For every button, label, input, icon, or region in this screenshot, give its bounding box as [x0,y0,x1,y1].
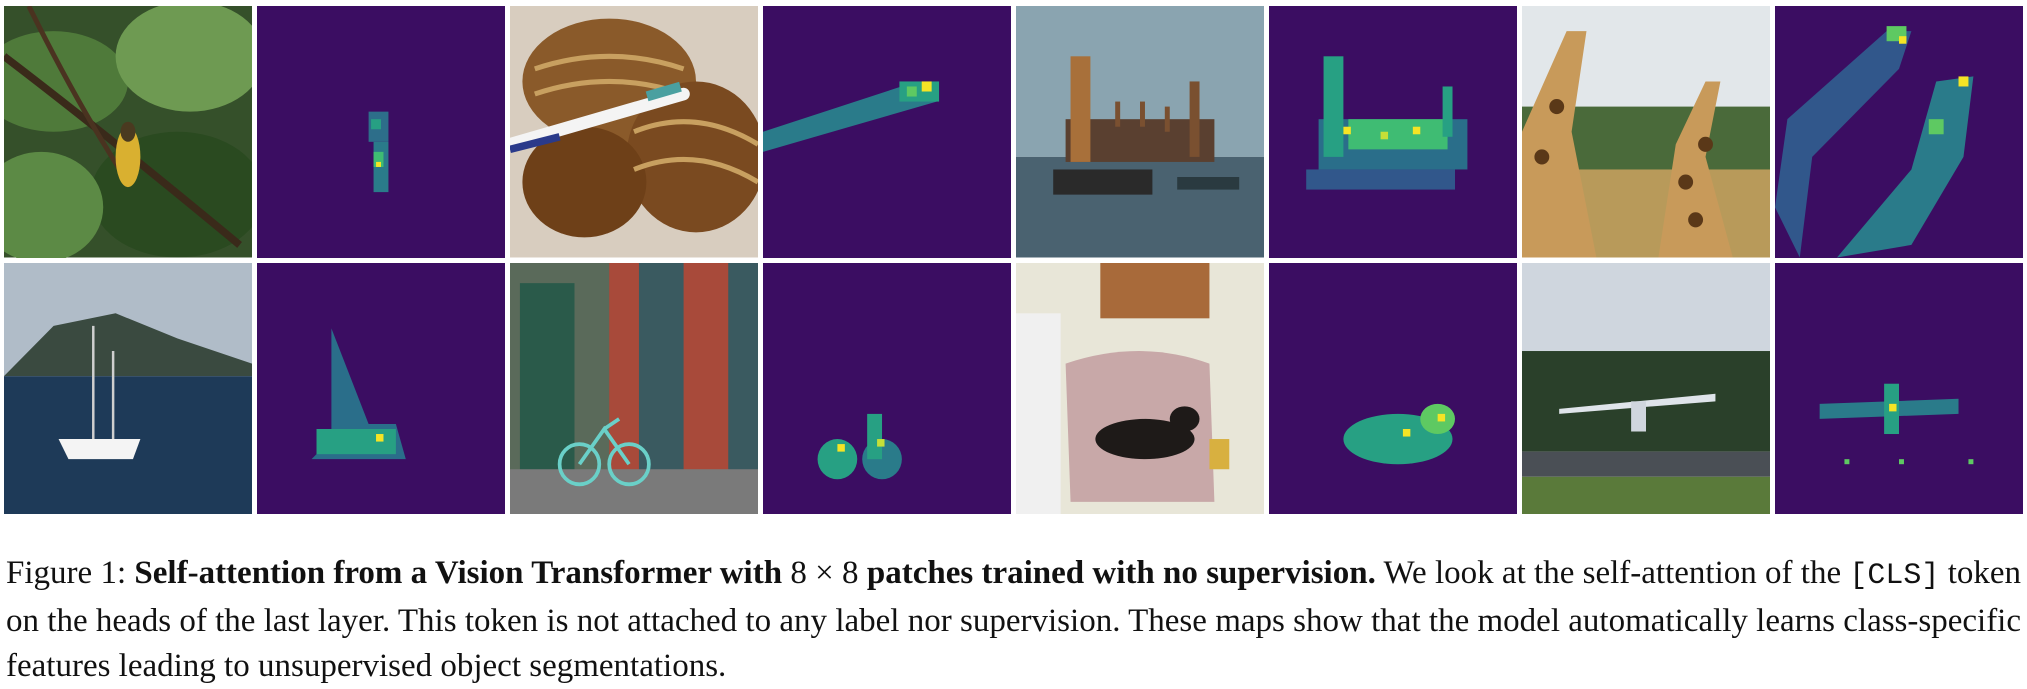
attention-map-bird [257,6,505,258]
figure-label: Figure 1: [6,555,127,591]
photo-bicycle-by-doors [510,262,758,514]
attention-map-bicycle [763,262,1011,514]
attention-map-westminster [1269,6,1517,258]
photo-sailboat [4,262,252,514]
caption-title: Self-attention from a Vision Transformer… [134,555,783,591]
attention-map-dog [1269,262,1517,514]
caption-text-2: token on the heads of the last layer. Th… [6,555,2022,684]
caption-text-1: We look at the self-attention of the [1383,555,1842,591]
figure-image-grid [4,6,2023,514]
caption-math: 8 × 8 [790,555,859,591]
attention-map-giraffes [1775,6,2023,258]
attention-map-toothbrush [763,6,1011,258]
figure-caption: Figure 1: Self-attention from a Vision T… [6,551,2021,689]
photo-westminster-palace [1016,6,1264,258]
photo-bird-in-tree [4,6,252,258]
caption-title-end: patches trained with no supervision. [866,555,1376,591]
photo-two-giraffes [1522,6,1770,258]
photo-toothbrush-on-sculpture [510,6,758,258]
attention-map-plane [1775,262,2023,514]
photo-plane-on-runway [1522,262,1770,514]
photo-dog-on-armchair [1016,262,1264,514]
cls-token: [CLS] [1849,559,1940,593]
attention-map-sailboat [257,262,505,514]
